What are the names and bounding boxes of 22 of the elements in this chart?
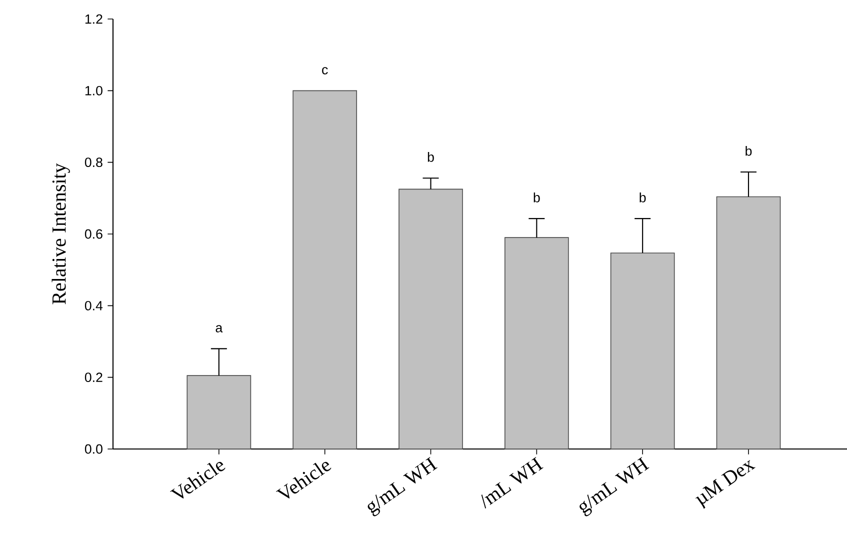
x-tick-label: /mL WH <box>481 456 544 509</box>
y-tick-label: 1.2 <box>85 14 102 24</box>
y-tick-label: 0.4 <box>84 300 103 310</box>
y-tick-label: 0.6 <box>84 229 102 239</box>
x-tick-label: µM Dex <box>695 460 756 509</box>
annotation: a <box>216 325 223 332</box>
y-axis-title: Relative Intensity <box>52 163 70 304</box>
annotation: c <box>322 67 328 74</box>
bar <box>716 196 781 450</box>
bar <box>186 375 252 450</box>
annotation: b <box>640 192 646 202</box>
y-tick-label: 1.0 <box>85 86 102 96</box>
annotation: b <box>428 152 434 162</box>
bar <box>398 188 463 450</box>
y-tick-label: 0.0 <box>84 444 102 454</box>
annotation: b <box>746 146 752 156</box>
y-tick-label: 0.2 <box>84 372 102 382</box>
y-tick-label: 0.8 <box>84 158 102 168</box>
bar <box>504 237 569 450</box>
annotation: b <box>534 192 540 202</box>
bar <box>610 252 675 450</box>
bar <box>292 90 358 450</box>
